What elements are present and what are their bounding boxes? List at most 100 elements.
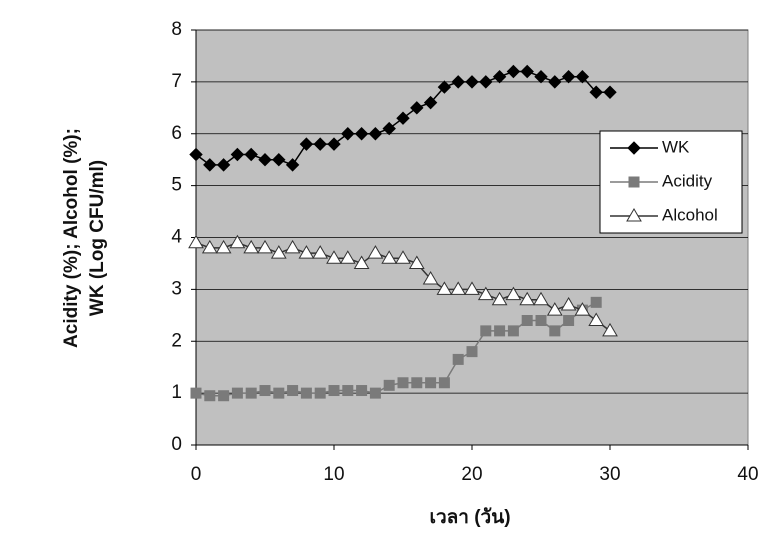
marker: [589, 85, 603, 99]
marker: [575, 69, 590, 84]
marker: [491, 291, 508, 306]
marker: [546, 302, 563, 316]
marker: [561, 69, 576, 84]
marker: [356, 385, 368, 397]
marker: [229, 234, 246, 249]
marker: [479, 75, 493, 89]
legend-marker: [628, 176, 640, 188]
marker: [492, 69, 507, 84]
x-tick-label: 10: [323, 464, 344, 485]
marker: [216, 158, 231, 172]
marker: [244, 147, 258, 162]
marker: [397, 377, 409, 389]
legend-label: Alcohol: [662, 205, 718, 224]
x-tick-label: 0: [191, 464, 202, 485]
marker: [548, 75, 562, 89]
legend-marker: [626, 208, 642, 222]
marker: [342, 385, 354, 397]
marker: [272, 152, 286, 167]
x-axis-title: เวลา (วัน): [429, 507, 510, 528]
legend-label: WK: [662, 137, 690, 156]
marker: [287, 385, 299, 397]
y-tick-label: 0: [171, 434, 182, 455]
marker: [477, 286, 494, 301]
marker: [341, 127, 355, 141]
marker: [466, 346, 478, 358]
marker: [190, 387, 202, 399]
marker: [300, 387, 312, 399]
marker: [230, 147, 245, 162]
marker: [188, 234, 204, 249]
y-axis-title: WK (Log CFU/ml): [87, 160, 108, 316]
x-tick-label: 20: [461, 464, 482, 485]
marker: [411, 377, 423, 389]
marker: [273, 387, 285, 399]
legend-label: Acidity: [662, 171, 713, 190]
marker: [245, 387, 257, 399]
marker: [284, 239, 301, 254]
marker: [312, 245, 329, 259]
marker: [215, 239, 232, 254]
marker: [395, 250, 411, 264]
y-tick-label: 2: [171, 330, 182, 351]
marker: [505, 286, 522, 301]
marker: [533, 291, 549, 306]
marker: [328, 385, 340, 397]
marker: [603, 85, 617, 99]
marker: [369, 387, 381, 399]
y-tick-label: 3: [171, 278, 182, 299]
x-tick-label: 30: [599, 464, 620, 485]
marker: [381, 250, 398, 264]
y-tick-label: 5: [171, 175, 182, 196]
marker: [574, 302, 591, 316]
marker: [258, 152, 272, 167]
marker: [534, 69, 548, 84]
marker: [270, 245, 287, 259]
marker: [437, 80, 452, 94]
marker: [203, 158, 217, 172]
y-tick-label: 1: [171, 382, 182, 403]
marker: [436, 281, 453, 295]
x-tick-label: 40: [737, 464, 758, 485]
marker: [452, 353, 464, 365]
y-tick-label: 8: [171, 19, 182, 40]
marker: [494, 325, 506, 337]
marker: [588, 312, 605, 326]
y-tick-label: 6: [171, 123, 182, 144]
marker: [327, 137, 341, 151]
marker: [353, 255, 370, 269]
y-axis-title: Acidity (%); Alcohol (%);: [61, 128, 82, 348]
marker: [243, 239, 260, 254]
marker: [422, 271, 439, 285]
marker: [285, 158, 300, 172]
marker: [314, 387, 326, 399]
marker: [201, 239, 218, 254]
marker: [506, 64, 521, 79]
marker: [382, 121, 396, 136]
marker: [535, 315, 547, 326]
marker: [563, 315, 575, 326]
marker: [326, 250, 342, 264]
marker: [425, 377, 437, 389]
marker: [298, 245, 315, 259]
marker: [451, 75, 465, 89]
legend-marker: [627, 141, 641, 155]
marker: [450, 281, 467, 295]
y-tick-label: 4: [171, 227, 182, 248]
marker: [259, 385, 271, 397]
marker: [464, 281, 480, 295]
marker: [590, 296, 602, 308]
marker: [602, 322, 618, 337]
marker: [396, 111, 410, 125]
marker: [560, 296, 577, 311]
marker: [519, 291, 536, 306]
marker: [383, 379, 395, 391]
marker: [438, 377, 450, 389]
marker: [520, 64, 534, 79]
marker: [465, 75, 479, 89]
marker: [368, 127, 383, 141]
marker: [257, 239, 273, 254]
marker: [231, 387, 243, 399]
marker: [410, 101, 424, 115]
